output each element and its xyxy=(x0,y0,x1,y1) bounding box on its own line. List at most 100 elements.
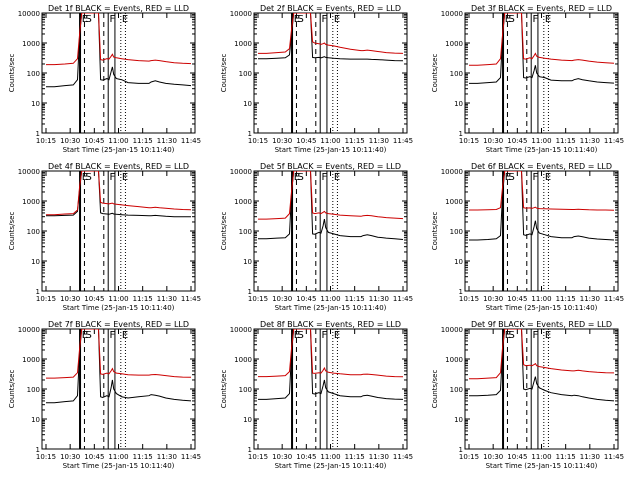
series-line-events xyxy=(469,329,615,402)
x-tick-label: 10:15 xyxy=(459,137,479,145)
region-label: F xyxy=(109,172,115,183)
region-label: E xyxy=(505,172,511,183)
series-line-events xyxy=(46,13,192,88)
x-tick-label: 11:30 xyxy=(157,453,177,461)
region-label: E xyxy=(545,330,551,341)
region-label: E xyxy=(82,172,88,183)
y-axis-label: Counts/sec xyxy=(431,370,439,409)
region-label: S xyxy=(86,172,92,183)
series-line-lld xyxy=(46,13,192,66)
region-label: E xyxy=(545,172,551,183)
x-tick-label: 11:00 xyxy=(320,137,340,145)
x-tick-label: 11:00 xyxy=(531,137,551,145)
x-tick-label: 11:15 xyxy=(556,453,576,461)
x-tick-label: 11:15 xyxy=(133,295,153,303)
y-tick-label: 10000 xyxy=(18,168,40,176)
series-line-lld xyxy=(469,13,615,66)
y-tick-label: 10 xyxy=(243,100,252,108)
region-label: S xyxy=(86,330,92,341)
panel-title: Det 6f BLACK = Events, RED = LLD xyxy=(471,162,612,171)
region-label: S xyxy=(298,14,304,25)
panel-title: Det 8f BLACK = Events, RED = LLD xyxy=(260,320,401,329)
y-tick-label: 1 xyxy=(36,446,40,454)
region-label: S xyxy=(509,172,515,183)
region-label: S xyxy=(298,330,304,341)
x-tick-label: 11:30 xyxy=(369,295,389,303)
x-tick-label: 11:30 xyxy=(580,453,600,461)
x-tick-label: 10:30 xyxy=(483,137,503,145)
series-line-events xyxy=(258,13,404,62)
y-tick-label: 1 xyxy=(248,446,252,454)
detector-panel-5: Det 5f BLACK = Events, RED = LLD 1 10 100 10… xyxy=(220,162,413,312)
x-tick-label: 10:45 xyxy=(507,137,527,145)
x-axis-label: Start Time (25-Jan-15 10:11:40) xyxy=(486,462,598,470)
y-tick-label: 1000 xyxy=(234,40,252,48)
series-line-lld xyxy=(46,171,192,216)
region-label: F xyxy=(321,172,327,183)
x-axis-label: Start Time (25-Jan-15 10:11:40) xyxy=(275,146,387,154)
region-label: E xyxy=(294,14,300,25)
detector-panel-7: Det 7f BLACK = Events, RED = LLD 1 10 100 10… xyxy=(8,320,201,470)
region-label: E xyxy=(122,172,128,183)
y-tick-label: 10000 xyxy=(230,326,252,334)
x-tick-label: 10:15 xyxy=(36,453,56,461)
y-tick-label: 100 xyxy=(450,228,463,236)
x-tick-label: 10:30 xyxy=(60,453,80,461)
y-tick-label: 10 xyxy=(31,100,40,108)
y-axis-label: Counts/sec xyxy=(8,212,16,251)
x-tick-label: 10:30 xyxy=(272,295,292,303)
x-tick-label: 10:45 xyxy=(507,453,527,461)
y-tick-label: 1 xyxy=(36,130,40,138)
region-label: S xyxy=(298,172,304,183)
region-label: F xyxy=(109,330,115,341)
y-tick-label: 10000 xyxy=(230,168,252,176)
detector-panel-6: Det 6f BLACK = Events, RED = LLD 1 10 100 10… xyxy=(431,162,624,312)
region-label: E xyxy=(82,330,88,341)
series-line-events xyxy=(469,13,615,84)
region-label: E xyxy=(294,172,300,183)
y-tick-label: 10 xyxy=(243,416,252,424)
region-label: E xyxy=(505,14,511,25)
y-tick-label: 100 xyxy=(239,228,252,236)
x-tick-label: 11:15 xyxy=(133,137,153,145)
y-tick-label: 1 xyxy=(459,130,463,138)
series-line-lld xyxy=(46,329,192,379)
x-tick-label: 11:00 xyxy=(108,137,128,145)
x-tick-label: 10:15 xyxy=(459,295,479,303)
y-tick-label: 10 xyxy=(454,258,463,266)
region-label: E xyxy=(82,14,88,25)
x-tick-label: 10:45 xyxy=(296,295,316,303)
series-line-lld xyxy=(258,171,404,220)
x-tick-label: 10:30 xyxy=(483,453,503,461)
y-tick-label: 1000 xyxy=(22,198,40,206)
detector-panel-1: Det 1f BLACK = Events, RED = LLD 1 10 100 10… xyxy=(8,4,201,154)
x-tick-label: 10:15 xyxy=(459,453,479,461)
detector-panel-8: Det 8f BLACK = Events, RED = LLD 1 10 100 10… xyxy=(220,320,413,470)
y-tick-label: 1 xyxy=(248,130,252,138)
region-label: S xyxy=(509,14,515,25)
x-tick-label: 11:30 xyxy=(157,137,177,145)
panel-title: Det 9f BLACK = Events, RED = LLD xyxy=(471,320,612,329)
x-tick-label: 10:45 xyxy=(84,453,104,461)
y-tick-label: 1 xyxy=(248,288,252,296)
y-tick-label: 1000 xyxy=(22,40,40,48)
series-line-lld xyxy=(469,329,615,380)
region-label: F xyxy=(532,14,538,25)
series-line-events xyxy=(258,171,404,240)
x-axis-label: Start Time (25-Jan-15 10:11:40) xyxy=(486,304,598,312)
x-tick-label: 10:15 xyxy=(36,295,56,303)
detector-panel-2: Det 2f BLACK = Events, RED = LLD 1 10 100 10… xyxy=(220,4,413,154)
region-label: E xyxy=(122,330,128,341)
panel-title: Det 7f BLACK = Events, RED = LLD xyxy=(48,320,189,329)
y-tick-label: 100 xyxy=(239,70,252,78)
y-tick-label: 1000 xyxy=(445,198,463,206)
region-label: E xyxy=(505,330,511,341)
detector-panel-4: Det 4f BLACK = Events, RED = LLD 1 10 100 10… xyxy=(8,162,201,312)
y-axis-label: Counts/sec xyxy=(220,54,228,93)
region-label: S xyxy=(86,14,92,25)
x-tick-label: 11:45 xyxy=(604,295,624,303)
x-tick-label: 11:45 xyxy=(181,295,201,303)
x-tick-label: 11:15 xyxy=(556,137,576,145)
y-tick-label: 1 xyxy=(459,446,463,454)
y-axis-label: Counts/sec xyxy=(220,212,228,251)
